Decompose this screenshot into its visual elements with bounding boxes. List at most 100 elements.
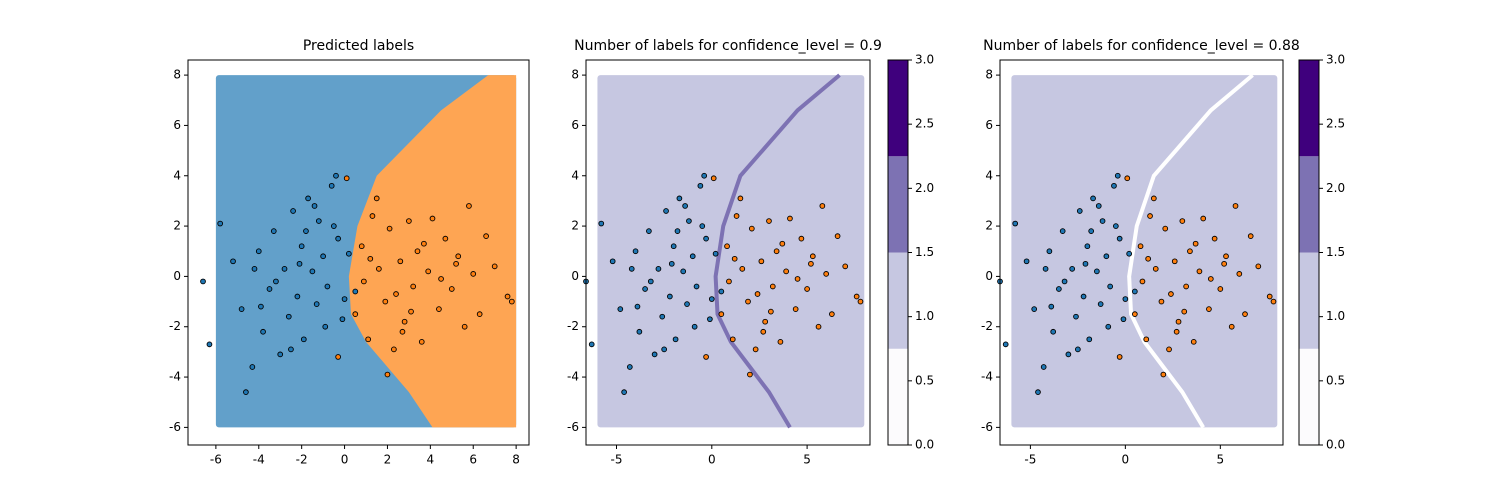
point <box>1095 203 1102 209</box>
point <box>667 293 673 300</box>
point <box>1181 308 1188 315</box>
point <box>1247 233 1254 239</box>
y-tick-label: 0 <box>173 269 181 283</box>
point <box>1175 318 1182 325</box>
point <box>661 346 667 353</box>
colorbar-segment <box>1299 252 1319 349</box>
point <box>341 296 348 302</box>
point <box>249 364 256 370</box>
x-tick-label: 5 <box>803 453 811 467</box>
point <box>642 286 648 292</box>
x-tick-label: -4 <box>253 453 265 467</box>
x-tick-label: 4 <box>427 453 435 467</box>
point <box>1270 298 1277 305</box>
point <box>1223 253 1229 260</box>
point <box>288 346 294 353</box>
point <box>655 266 662 272</box>
point <box>328 182 335 189</box>
point <box>470 271 477 277</box>
point <box>1200 215 1207 222</box>
point <box>251 266 258 272</box>
point <box>266 286 273 292</box>
point <box>1086 336 1093 343</box>
point <box>382 298 389 305</box>
point <box>352 288 359 295</box>
point <box>322 323 329 330</box>
point <box>466 203 472 209</box>
colorbar-tick-label: 1.5 <box>1326 245 1345 259</box>
point <box>260 328 266 335</box>
y-tick-label: 6 <box>571 118 579 132</box>
point <box>309 268 316 275</box>
point <box>258 303 264 310</box>
point <box>1050 328 1057 335</box>
point <box>255 248 262 255</box>
point <box>421 240 427 247</box>
point <box>393 291 399 297</box>
point <box>1139 278 1146 285</box>
colorbar-tick-label: 1.0 <box>1326 309 1345 323</box>
point <box>798 235 805 242</box>
point <box>408 308 414 315</box>
point <box>792 306 799 312</box>
point <box>701 172 708 179</box>
point <box>436 306 442 312</box>
point <box>414 248 421 255</box>
point <box>670 243 677 250</box>
point <box>384 371 391 378</box>
point <box>1221 260 1227 267</box>
colorbar-tick-label: 2.0 <box>915 181 934 195</box>
point <box>1168 291 1174 297</box>
point <box>1107 283 1114 290</box>
chart-title: Predicted labels <box>303 38 414 54</box>
point <box>453 260 459 267</box>
point <box>729 336 736 343</box>
point <box>762 318 769 325</box>
point <box>1236 271 1243 277</box>
y-tick-label: -6 <box>169 420 181 434</box>
colorbar-tick-label: 0.0 <box>1326 438 1345 452</box>
point <box>766 218 772 224</box>
point <box>693 283 700 290</box>
point <box>491 263 498 270</box>
point <box>779 240 786 247</box>
point <box>1150 195 1157 202</box>
point <box>1116 235 1123 242</box>
point <box>628 266 635 272</box>
y-tick-label: -2 <box>981 319 993 333</box>
point <box>1124 175 1131 182</box>
colorbar-tick-label: 3.0 <box>915 53 934 67</box>
x-tick-label: -5 <box>1024 453 1036 467</box>
point <box>330 223 337 229</box>
point <box>1120 316 1127 323</box>
point <box>809 253 816 260</box>
point <box>1031 306 1038 312</box>
boundary-line <box>1127 73 1254 429</box>
point <box>324 283 331 290</box>
point <box>273 278 279 285</box>
point <box>1217 286 1224 292</box>
point <box>1145 255 1151 262</box>
axes-frame <box>585 59 871 446</box>
point <box>768 308 774 315</box>
point <box>815 323 822 330</box>
point <box>754 291 761 297</box>
point <box>1192 240 1199 247</box>
point <box>1255 263 1262 270</box>
point <box>290 208 296 214</box>
y-tick-label: 2 <box>173 219 181 233</box>
point <box>682 203 688 209</box>
point <box>1158 298 1165 305</box>
colorbar-tick-label: 0.0 <box>915 438 934 452</box>
point <box>1103 253 1110 260</box>
y-tick-label: 8 <box>985 68 993 82</box>
point <box>1111 182 1117 189</box>
point <box>703 354 709 360</box>
point <box>313 301 320 307</box>
y-tick-label: -2 <box>567 319 579 333</box>
point <box>1056 286 1062 292</box>
point <box>238 306 245 312</box>
chart-title: Number of labels for confidence_level = … <box>574 38 882 54</box>
point <box>752 346 759 353</box>
colorbar-tick-label: 1.0 <box>915 309 934 323</box>
